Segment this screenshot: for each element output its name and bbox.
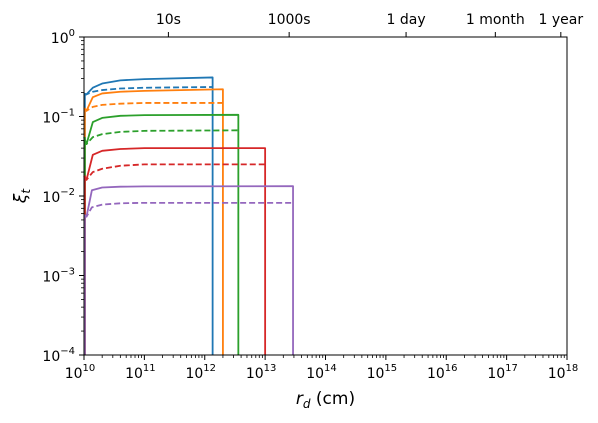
series-2-dashed-line — [83, 129, 239, 145]
series-1-solid-line — [83, 88, 224, 355]
y-tick-label: 10−3 — [42, 267, 75, 286]
x-tick-label: 1015 — [367, 363, 398, 382]
y-axis-label-main: ξ — [11, 193, 31, 204]
x-axis-label: rd (cm) — [296, 389, 355, 411]
x-tick-label: 1017 — [487, 363, 518, 382]
top-axis-tick-label: 10s — [156, 12, 181, 28]
series-0-dashed-line — [83, 86, 213, 97]
plot-frame — [83, 36, 568, 356]
series-4-dashed-line — [83, 201, 294, 218]
x-tick-label: 1016 — [427, 363, 458, 382]
ticks-layer: 1010 1011 1012 1013 1014 1015 1016 1017 1018 100 1… — [42, 12, 583, 382]
x-tick-label: 1010 — [65, 363, 96, 382]
y-tick-label: 10−1 — [42, 108, 75, 127]
series-3-solid-line — [83, 147, 267, 355]
y-tick-label: 10−2 — [42, 187, 75, 206]
series-1-dashed-line — [83, 102, 223, 112]
series-2-solid-line — [83, 113, 240, 355]
y-tick-label: 100 — [51, 28, 75, 47]
x-axis-label-units: (cm) — [311, 389, 356, 409]
top-axis-tick-label: 1 month — [466, 12, 525, 28]
y-axis-label: ξt — [11, 188, 33, 204]
y-tick-label: 10−4 — [42, 346, 75, 365]
top-axis-tick-label: 1 day — [387, 12, 426, 28]
top-axis-tick-label: 1000s — [268, 12, 311, 28]
x-axis-label-main: r — [296, 389, 304, 409]
y-axis-label-subscript: t — [19, 188, 33, 194]
top-axis-tick-label: 1 year — [539, 12, 584, 28]
x-tick-label: 1013 — [246, 363, 277, 382]
series-layer — [83, 76, 294, 355]
x-axis-label-subscript: d — [303, 397, 311, 411]
x-tick-label: 1014 — [306, 363, 337, 382]
series-0-solid-line — [83, 76, 214, 355]
x-tick-label: 1012 — [185, 363, 216, 382]
x-tick-label: 1011 — [125, 363, 156, 382]
series-3-dashed-line — [83, 163, 266, 181]
series-4-solid-line — [83, 185, 294, 355]
x-tick-label: 1018 — [548, 363, 579, 382]
